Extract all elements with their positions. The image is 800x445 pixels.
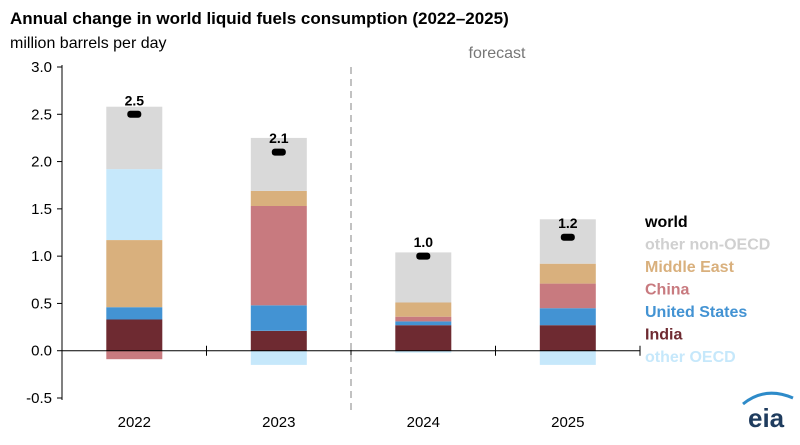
bar-china-2025 xyxy=(539,283,596,309)
x-tick-label-2024: 2024 xyxy=(407,414,440,431)
y-tick-label: 0.0 xyxy=(31,343,52,360)
legend-item-middle-east: Middle East xyxy=(645,259,735,276)
bar-other-oecd-2022 xyxy=(106,169,163,240)
legend-item-united-states: United States xyxy=(645,304,747,321)
bar-middle-east-2025 xyxy=(539,263,596,284)
bar-middle-east-2023 xyxy=(250,190,307,206)
chart-title: Annual change in world liquid fuels cons… xyxy=(10,9,509,28)
y-tick-label: -0.5 xyxy=(26,390,52,407)
eia-logo: eia xyxy=(742,391,794,433)
bar-united-states-2024 xyxy=(395,321,452,326)
y-tick-label: 1.5 xyxy=(31,201,52,218)
eia-logo-swoosh xyxy=(742,391,794,406)
bar-other-oecd-2025 xyxy=(539,350,596,365)
bar-middle-east-2024 xyxy=(395,302,452,317)
bars-layer: 2.5 2.1 1.0 1.2 xyxy=(106,92,596,365)
bar-china-2024 xyxy=(395,316,452,322)
world-label-2025: 1.2 xyxy=(558,215,578,231)
bar-united-states-2022 xyxy=(106,307,163,320)
y-tick-label: 3.0 xyxy=(31,59,52,76)
bar-india-2022 xyxy=(106,319,163,351)
bar-united-states-2025 xyxy=(539,308,596,326)
bar-india-2023 xyxy=(250,330,307,351)
legend-item-other-non-oecd: other non-OECD xyxy=(645,237,770,254)
y-axis-label: million barrels per day xyxy=(10,35,167,52)
axis-layer: 3.0 2.5 2.0 1.5 1.0 0.5 0.0 -0.5 2022 2023 2024 202… xyxy=(26,59,641,431)
world-marker-2022 xyxy=(127,110,142,118)
y-tick-label: 1.0 xyxy=(31,248,52,265)
legend-item-india: India xyxy=(645,327,682,344)
eia-logo-text: eia xyxy=(748,403,785,433)
world-marker-2025 xyxy=(560,233,575,241)
bar-other-non-oecd-2025 xyxy=(539,219,596,264)
legend-item-world: world xyxy=(644,214,688,231)
y-tick-label: 2.0 xyxy=(31,154,52,171)
world-label-2022: 2.5 xyxy=(125,92,145,108)
legend: world other non-OECD Middle East China Unite… xyxy=(644,214,770,366)
y-tick-label: 0.5 xyxy=(31,295,52,312)
legend-item-china: China xyxy=(645,282,690,299)
world-label-2024: 1.0 xyxy=(414,234,434,250)
world-marker-2023 xyxy=(271,148,286,156)
bar-china-2023 xyxy=(250,206,307,306)
bar-india-2024 xyxy=(395,325,452,351)
legend-item-other-oecd: other OECD xyxy=(645,349,736,366)
bar-other-non-oecd-2024 xyxy=(395,252,452,303)
bar-middle-east-2022 xyxy=(106,240,163,308)
x-tick-label-2022: 2022 xyxy=(118,414,151,431)
bar-united-states-2023 xyxy=(250,305,307,331)
world-marker-2024 xyxy=(416,252,431,260)
world-label-2023: 2.1 xyxy=(269,130,289,146)
forecast-label: forecast xyxy=(469,45,526,62)
bar-china-2022 xyxy=(106,350,163,360)
bar-other-non-oecd-2023 xyxy=(250,137,307,191)
bar-other-oecd-2024 xyxy=(395,350,452,353)
x-tick-label-2023: 2023 xyxy=(262,414,295,431)
y-tick-label: 2.5 xyxy=(31,106,52,123)
bar-other-oecd-2023 xyxy=(250,350,307,365)
x-tick-label-2025: 2025 xyxy=(551,414,584,431)
bar-india-2025 xyxy=(539,325,596,351)
